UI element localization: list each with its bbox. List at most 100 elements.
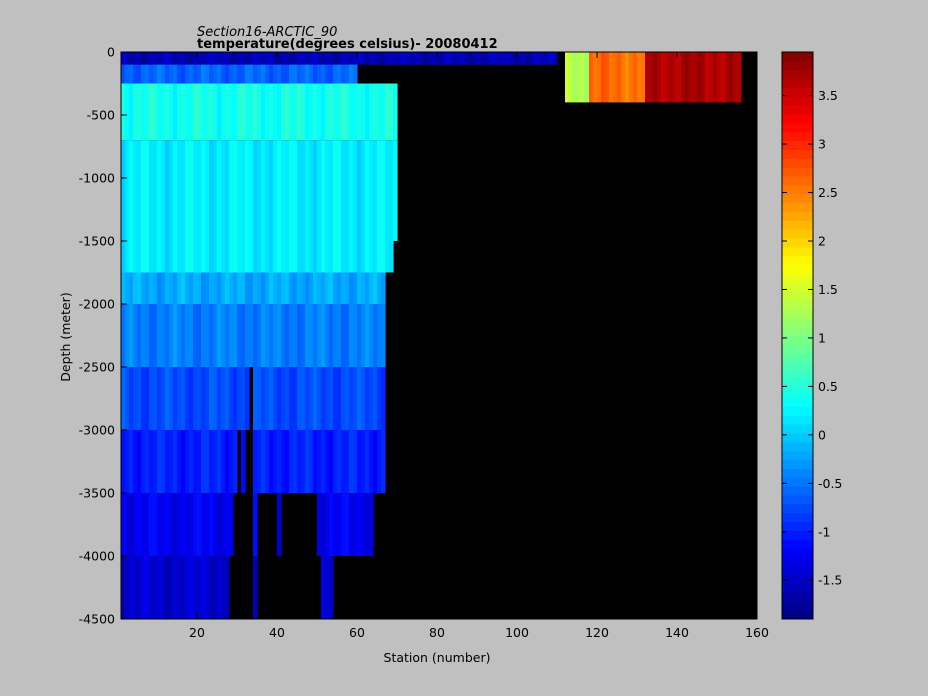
heatmap-cell <box>173 272 178 304</box>
colorbar-swatch <box>782 370 813 381</box>
heatmap-cell <box>277 83 282 141</box>
heatmap-cell <box>177 493 182 556</box>
heatmap-cell <box>349 140 354 273</box>
heatmap-cell <box>365 493 370 556</box>
colorbar-swatch <box>782 494 813 505</box>
heatmap-cell <box>353 52 358 65</box>
y-tick-label: -4500 <box>79 612 115 627</box>
heatmap-cell <box>229 52 234 65</box>
heatmap-cell <box>229 304 234 367</box>
heatmap-cell <box>257 304 262 367</box>
colorbar-swatch <box>782 229 813 239</box>
heatmap-cell <box>133 140 138 273</box>
colorbar: -1.5 -1 -0.5 0 0.5 1 1.5 2 2.5 3 3.5 <box>781 51 842 620</box>
heatmap-cell <box>445 52 450 65</box>
heatmap-cell <box>321 272 326 304</box>
heatmap-cell <box>137 83 142 141</box>
heatmap-cell <box>129 52 134 65</box>
colorbar-swatch <box>782 548 813 558</box>
heatmap-cell <box>181 83 186 141</box>
colorbar-swatch <box>782 60 813 71</box>
heatmap-cell <box>341 367 346 430</box>
heatmap-cell <box>369 304 374 367</box>
heatmap-cell <box>185 83 190 141</box>
heatmap-cell <box>201 367 206 430</box>
heatmap-cell <box>345 52 350 65</box>
heatmap-cell <box>289 140 294 273</box>
heatmap-cell <box>145 83 150 141</box>
colorbar-swatch <box>782 308 813 319</box>
heatmap-cell <box>197 556 202 619</box>
y-tick-label: -1500 <box>79 234 115 249</box>
heatmap-cell <box>273 52 278 65</box>
heatmap-cell <box>729 52 734 103</box>
heatmap-cell <box>121 304 126 367</box>
heatmap-cell <box>365 52 370 65</box>
heatmap-cell <box>373 304 378 367</box>
heatmap-cell <box>301 272 306 304</box>
heatmap-cell <box>333 430 338 493</box>
heatmap-cell <box>185 304 190 367</box>
heatmap-cell <box>205 272 210 304</box>
heatmap-cell <box>209 52 214 65</box>
heatmap-cell <box>249 83 254 141</box>
heatmap-cell <box>349 493 354 556</box>
heatmap-cell <box>269 430 274 493</box>
heatmap-cell <box>225 304 230 367</box>
heatmap-cell <box>121 493 126 556</box>
heatmap-cell <box>133 64 138 84</box>
heatmap-cell <box>449 52 454 65</box>
heatmap-cell <box>341 272 346 304</box>
colorbar-swatch <box>782 379 813 390</box>
heatmap-cell <box>573 52 578 103</box>
heatmap-cell <box>389 140 394 273</box>
heatmap-cell <box>241 140 246 273</box>
heatmap-cell <box>309 304 314 367</box>
y-tick-label: -2000 <box>79 297 115 312</box>
heatmap-cell <box>129 493 134 556</box>
heatmap-cell <box>545 52 550 65</box>
heatmap-cell <box>285 304 290 367</box>
heatmap-cell <box>157 272 162 304</box>
heatmap-cell <box>133 367 138 430</box>
heatmap-cell <box>173 52 178 65</box>
colorbar-swatch <box>782 202 813 212</box>
heatmap-cell <box>377 52 382 65</box>
heatmap-cell <box>229 140 234 273</box>
heatmap-cell <box>373 367 378 430</box>
heatmap-cell <box>165 272 170 304</box>
heatmap-cell <box>265 140 270 273</box>
heatmap-cell <box>217 83 222 141</box>
colorbar-tick-label: 2 <box>818 234 826 249</box>
heatmap-cell <box>141 64 146 84</box>
heatmap-cell <box>477 52 482 65</box>
colorbar-tick-label: 0.5 <box>818 379 838 394</box>
colorbar-swatch <box>782 512 813 523</box>
heatmap-cell <box>169 140 174 273</box>
heatmap-cell <box>373 52 378 65</box>
colorbar-swatch <box>782 122 813 133</box>
heatmap-cell <box>325 52 330 65</box>
colorbar-swatch <box>782 255 813 266</box>
colorbar-swatch <box>782 184 813 195</box>
heatmap-cell <box>161 367 166 430</box>
heatmap-cell <box>277 64 282 84</box>
heatmap-cell <box>305 64 310 84</box>
heatmap-cell <box>181 52 186 65</box>
heatmap-cell <box>337 493 342 556</box>
heatmap-cell <box>325 556 330 619</box>
heatmap-cell <box>145 140 150 273</box>
heatmap-cell <box>209 64 214 84</box>
heatmap-cell <box>201 52 206 65</box>
heatmap-cell <box>221 52 226 65</box>
heatmap-cell <box>361 367 366 430</box>
chart-title: Section16-ARCTIC_90 <box>197 25 337 40</box>
heatmap-cell <box>273 272 278 304</box>
colorbar-swatch <box>782 601 813 611</box>
heatmap-cell <box>589 52 594 103</box>
heatmap-cell <box>505 52 510 65</box>
heatmap-cell <box>265 430 270 493</box>
heatmap-cell <box>629 52 634 103</box>
heatmap-cell <box>161 493 166 556</box>
heatmap-cell <box>285 430 290 493</box>
